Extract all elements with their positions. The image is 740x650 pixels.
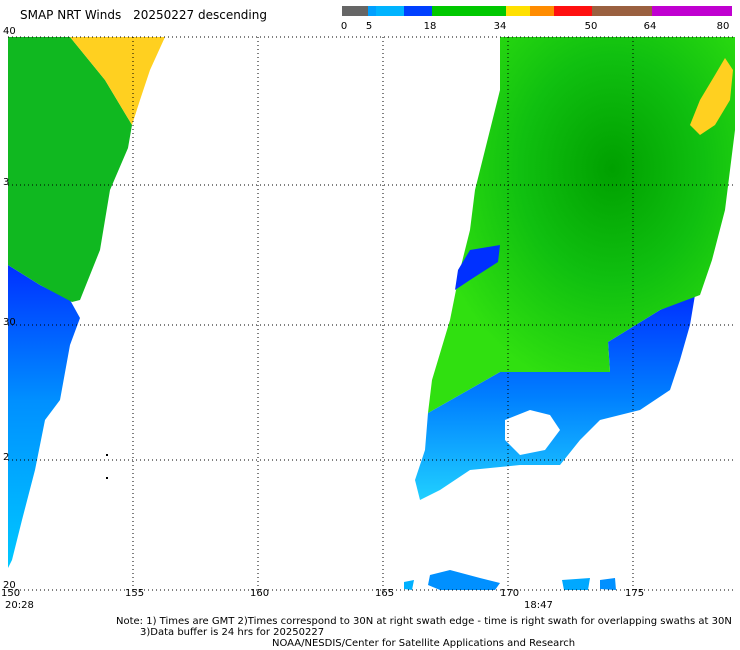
- cb-seg-3: [404, 6, 432, 16]
- colorbar-label-34: 34: [493, 21, 507, 32]
- bottom-fragment-3: [562, 578, 590, 590]
- lon-label-155: 155: [125, 588, 145, 599]
- lon-label-160: 160: [250, 588, 270, 599]
- speck-1: [106, 454, 108, 456]
- right-swath-yellow: [690, 58, 733, 135]
- lat-label-25: 2: [3, 452, 10, 463]
- lat-label-35: 3: [3, 177, 10, 188]
- lon-label-165: 165: [375, 588, 395, 599]
- colorbar-label-64: 64: [643, 21, 657, 32]
- lon-label-170: 170: [500, 588, 520, 599]
- swath-time-right: 18:47: [524, 600, 553, 611]
- cb-seg-4: [432, 6, 506, 16]
- wind-speed-colorbar: [342, 6, 732, 16]
- grid-lines: [8, 36, 735, 591]
- colorbar-label-5: 5: [365, 21, 373, 32]
- map-title: SMAP NRT Winds 20250227 descending: [20, 8, 267, 22]
- speck-2: [106, 477, 108, 479]
- title-date: 20250227: [133, 8, 195, 22]
- colorbar-label-50: 50: [584, 21, 598, 32]
- cb-seg-9: [652, 6, 732, 16]
- note-line-3: NOAA/NESDIS/Center for Satellite Applica…: [272, 638, 576, 649]
- bottom-fragment-1: [404, 580, 414, 590]
- colorbar-label-18: 18: [423, 21, 437, 32]
- right-swath-gap: [505, 410, 560, 455]
- lon-label-175: 175: [625, 588, 645, 599]
- right-swath-blue-tongue: [455, 245, 500, 290]
- left-swath-green: [8, 37, 132, 302]
- note-line-1: Note: 1) Times are GMT 2)Times correspon…: [116, 616, 732, 627]
- cb-seg-6: [530, 6, 554, 16]
- cb-seg-5: [506, 6, 530, 16]
- colorbar-label-80: 80: [716, 21, 730, 32]
- title-text: SMAP NRT Winds: [20, 8, 122, 22]
- lat-label-40: 40: [3, 26, 16, 37]
- right-swath-green: [428, 37, 735, 413]
- cb-seg-0: [342, 6, 368, 16]
- cb-seg-8: [592, 6, 652, 16]
- left-swath-yellow: [70, 37, 165, 125]
- note-line-2: 3)Data buffer is 24 hrs for 20250227: [140, 627, 325, 638]
- bottom-fragment-4: [600, 578, 616, 590]
- cb-seg-1: [368, 6, 376, 16]
- lat-label-20: 20: [3, 580, 16, 591]
- colorbar-label-0: 0: [340, 21, 348, 32]
- cb-seg-2: [376, 6, 404, 16]
- title-pass: descending: [197, 8, 267, 22]
- left-swath-blue: [8, 265, 80, 568]
- cb-seg-7: [554, 6, 592, 16]
- right-swath-blue: [415, 295, 695, 500]
- swath-time-left: 20:28: [5, 600, 34, 611]
- lat-label-30: 30: [3, 317, 16, 328]
- lon-label-150: 150: [1, 588, 21, 599]
- bottom-fragment-2: [428, 570, 500, 590]
